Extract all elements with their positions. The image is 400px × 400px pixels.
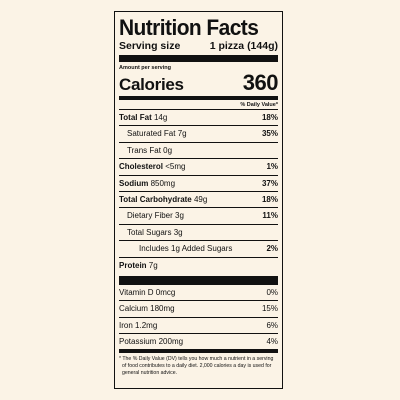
vitamin-row-potassium: Potassium 200mg 4% xyxy=(119,334,278,349)
nutrient-name: Total Fat xyxy=(119,113,152,122)
nutrient-row-added-sugars: Includes 1g Added Sugars 2% xyxy=(119,241,278,258)
divider-medium xyxy=(119,96,278,100)
serving-size-row: Serving size 1 pizza (144g) xyxy=(119,40,278,52)
nutrient-name: Sodium xyxy=(119,178,149,188)
nutrient-row-dietary-fiber: Dietary Fiber 3g 11% xyxy=(119,208,278,225)
nutrient-amount: 14g xyxy=(153,113,168,122)
vitamin-dv: 0% xyxy=(266,287,278,297)
nutrient-row-trans-fat: Trans Fat 0g xyxy=(119,143,278,160)
serving-size-value: 1 pizza (144g) xyxy=(209,40,278,52)
vitamin-dv: 6% xyxy=(266,320,278,330)
nutrient-row-protein: Protein 7g xyxy=(119,258,278,273)
nutrient-row-cholesterol: Cholesterol <5mg 1% xyxy=(119,159,278,176)
amount-per-serving: Amount per serving xyxy=(119,65,171,71)
divider-extra-thick xyxy=(119,275,278,285)
nutrient-dv: 37% xyxy=(261,178,278,188)
vitamin-dv: 15% xyxy=(261,304,278,314)
nutrient-amount: 7g xyxy=(177,129,187,139)
vitamin-amount: 0mcg xyxy=(155,287,176,297)
nutrient-dv: 11% xyxy=(262,211,278,221)
nutrient-name: Saturated Fat xyxy=(127,129,176,139)
nutrient-row-saturated-fat: Saturated Fat 7g 35% xyxy=(119,126,278,143)
vitamin-row-calcium: Calcium 180mg 15% xyxy=(119,301,278,318)
vitamin-amount: 180mg xyxy=(150,304,175,314)
nutrient-dv: 35% xyxy=(261,129,278,139)
nutrient-dv: 18% xyxy=(261,113,278,122)
vitamin-row-iron: Iron 1.2mg 6% xyxy=(119,318,278,335)
calories-value: 360 xyxy=(242,70,279,95)
vitamin-name: Calcium xyxy=(119,304,148,314)
nutrient-row-sodium: Sodium 850mg 37% xyxy=(119,176,278,192)
nutrient-dv: 1% xyxy=(266,162,278,172)
calories-row: Calories 360 xyxy=(119,70,279,96)
vitamin-row-vitamin-d: Vitamin D 0mcg 0% xyxy=(119,285,278,302)
nutrient-amount: 850mg xyxy=(150,178,176,188)
vitamin-name: Potassium xyxy=(119,337,157,347)
nutrient-name: Cholesterol xyxy=(119,162,164,172)
nutrient-amount: 0g xyxy=(163,145,173,155)
divider-medium-bottom xyxy=(119,349,278,354)
footnote: * The % Daily Value (DV) tells you how m… xyxy=(119,356,274,377)
nutrient-amount: 3g xyxy=(173,227,183,237)
vitamin-name: Vitamin D xyxy=(119,287,154,297)
calories-label: Calories xyxy=(119,75,184,94)
nutrient-name: Total Sugars xyxy=(127,227,172,237)
vitamin-amount: 200mg xyxy=(158,337,184,347)
vitamin-name: Iron xyxy=(119,320,133,330)
nutrient-amount: 3g xyxy=(175,211,184,221)
divider-thick xyxy=(119,55,278,62)
nutrient-row-total-carbohydrate: Total Carbohydrate 49g 18% xyxy=(119,192,278,209)
daily-value-header: % Daily Value* xyxy=(119,100,278,110)
nutrient-amount: 7g xyxy=(148,260,158,270)
label-title: Nutrition Facts xyxy=(119,15,259,40)
nutrient-name: Dietary Fiber xyxy=(127,211,173,221)
serving-size-label: Serving size xyxy=(119,40,181,52)
nutrient-name: Protein xyxy=(119,260,147,270)
nutrition-facts-label: Nutrition Facts Serving size 1 pizza (14… xyxy=(114,11,283,389)
nutrient-row-total-fat: Total Fat 14g 18% xyxy=(119,110,278,127)
nutrient-amount: 49g xyxy=(193,194,208,204)
nutrient-dv: 2% xyxy=(266,244,278,254)
nutrient-name: Total Carbohydrate xyxy=(119,194,192,204)
nutrient-amount: <5mg xyxy=(165,162,186,172)
nutrient-row-total-sugars: Total Sugars 3g xyxy=(119,225,278,242)
vitamin-dv: 4% xyxy=(266,337,278,347)
vitamin-amount: 1.2mg xyxy=(135,320,158,330)
nutrient-dv: 18% xyxy=(261,194,278,204)
nutrient-name: Trans Fat xyxy=(127,145,161,155)
nutrient-name: Includes 1g Added Sugars xyxy=(139,244,233,254)
